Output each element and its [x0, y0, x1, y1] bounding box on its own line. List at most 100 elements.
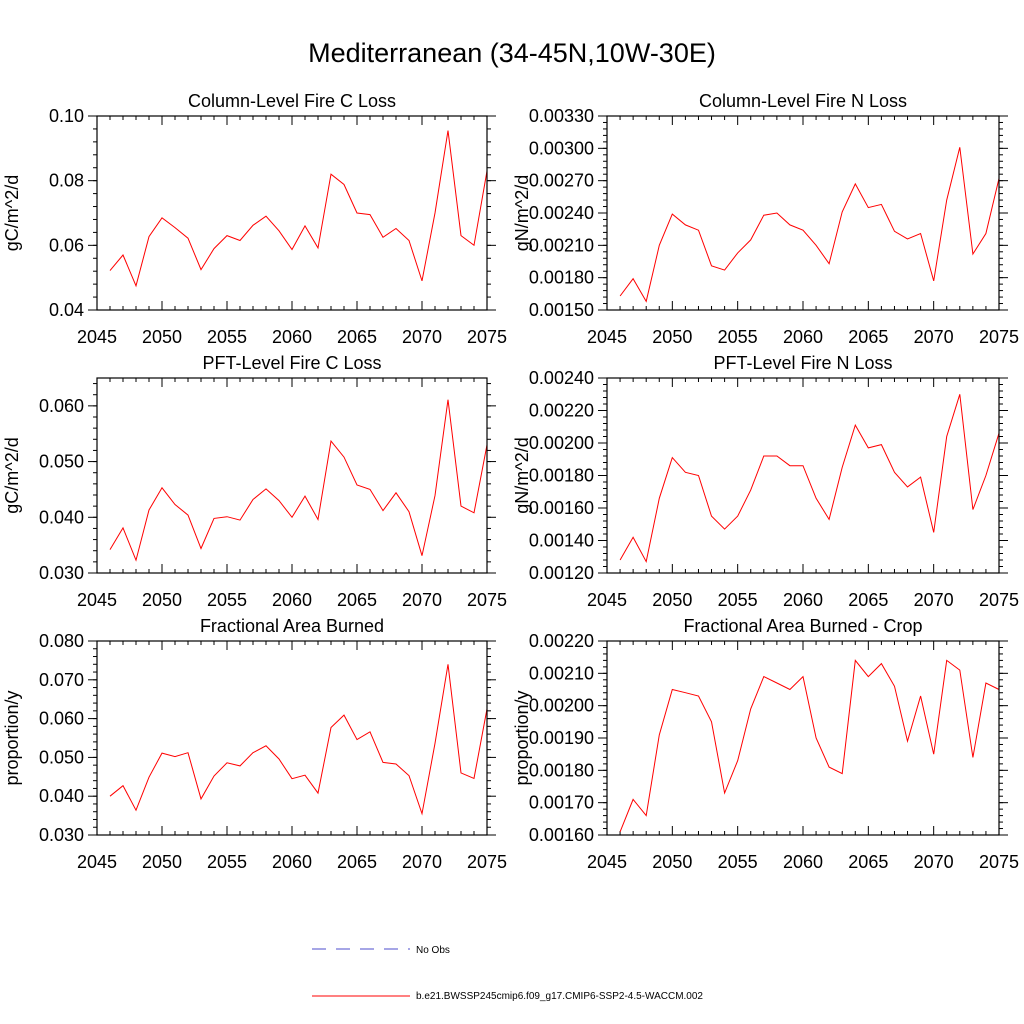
- x-tick-label: 2075: [979, 590, 1019, 610]
- plot-frame: [606, 377, 1000, 574]
- x-tick-label: 2075: [467, 327, 507, 347]
- y-tick-label: 0.00210: [529, 235, 594, 255]
- x-tick-label: 2050: [142, 852, 182, 872]
- x-tick-label: 2055: [718, 852, 758, 872]
- y-tick-label: 0.00200: [529, 433, 594, 453]
- x-tick-label: 2055: [718, 590, 758, 610]
- x-tick-label: 2060: [783, 590, 823, 610]
- series-line: [619, 394, 1000, 564]
- x-tick-label: 2065: [848, 852, 888, 872]
- x-tick-label: 2045: [587, 590, 627, 610]
- series-line: [619, 147, 1000, 303]
- panel-title: Fractional Area Burned: [200, 616, 384, 636]
- chart-panel-4: PFT-Level Fire N Loss gN/m^2/d 2045 2050 205…: [512, 353, 1019, 610]
- x-tick-label: 2060: [783, 327, 823, 347]
- y-axis-label: proportion/y: [512, 690, 532, 785]
- y-tick-label: 0.00330: [529, 106, 594, 126]
- plot-frame: [96, 377, 488, 574]
- y-tick-label: 0.00210: [529, 663, 594, 683]
- y-tick-label: 0.00140: [529, 531, 594, 551]
- x-tick-label: 2075: [467, 590, 507, 610]
- panel-title: Column-Level Fire C Loss: [188, 91, 396, 111]
- panel-title: PFT-Level Fire C Loss: [202, 353, 381, 373]
- panel-title: Column-Level Fire N Loss: [699, 91, 907, 111]
- y-tick-label: 0.00220: [529, 631, 594, 651]
- x-tick-label: 2060: [272, 852, 312, 872]
- series-line: [109, 130, 488, 288]
- y-tick-label: 0.00120: [529, 563, 594, 583]
- y-tick-label: 0.050: [39, 747, 84, 767]
- x-tick-label: 2055: [207, 590, 247, 610]
- y-tick-label: 0.00200: [529, 696, 594, 716]
- x-tick-label: 2065: [848, 590, 888, 610]
- y-tick-label: 0.050: [39, 452, 84, 472]
- x-tick-label: 2075: [979, 327, 1019, 347]
- y-tick-label: 0.00180: [529, 466, 594, 486]
- y-tick-label: 0.00150: [529, 300, 594, 320]
- x-tick-label: 2065: [848, 327, 888, 347]
- x-tick-label: 2050: [652, 590, 692, 610]
- x-tick-label: 2050: [142, 327, 182, 347]
- y-tick-label: 0.040: [39, 507, 84, 527]
- x-tick-label: 2050: [142, 590, 182, 610]
- x-tick-label: 2045: [77, 327, 117, 347]
- y-tick-label: 0.08: [49, 171, 84, 191]
- x-tick-label: 2060: [272, 590, 312, 610]
- y-tick-label: 0.030: [39, 825, 84, 845]
- chart-panel-5: Fractional Area Burned proportion/y 2045 20…: [2, 616, 507, 872]
- legend-model-label: b.e21.BWSSP245cmip6.f09_g17.CMIP6-SSP2-4…: [416, 991, 703, 1002]
- plot-frame: [96, 640, 488, 836]
- series-line: [109, 664, 488, 816]
- y-tick-label: 0.030: [39, 563, 84, 583]
- x-tick-label: 2070: [914, 852, 954, 872]
- x-tick-label: 2070: [402, 852, 442, 872]
- x-tick-label: 2065: [337, 590, 377, 610]
- y-axis-label: gC/m^2/d: [2, 437, 22, 513]
- y-tick-label: 0.06: [49, 235, 84, 255]
- x-tick-label: 2060: [272, 327, 312, 347]
- y-tick-label: 0.040: [39, 786, 84, 806]
- series-line: [619, 659, 1000, 832]
- x-tick-label: 2075: [467, 852, 507, 872]
- chart-panel-3: PFT-Level Fire C Loss gC/m^2/d 2045 2050 205…: [2, 353, 507, 610]
- y-axis-label: gC/m^2/d: [2, 175, 22, 251]
- x-tick-label: 2055: [207, 852, 247, 872]
- plot-frame: [96, 115, 488, 311]
- x-tick-label: 2070: [402, 590, 442, 610]
- x-tick-label: 2065: [337, 852, 377, 872]
- chart-panel-1: Column-Level Fire C Loss gC/m^2/d 2045 2050…: [2, 91, 507, 347]
- figure-title: Mediterranean (34-45N,10W-30E): [308, 38, 716, 68]
- y-tick-label: 0.04: [49, 300, 84, 320]
- y-tick-label: 0.060: [39, 396, 84, 416]
- y-axis-label: gN/m^2/d: [512, 437, 532, 513]
- x-tick-label: 2050: [652, 327, 692, 347]
- panel-title: PFT-Level Fire N Loss: [713, 353, 892, 373]
- x-tick-label: 2045: [77, 590, 117, 610]
- y-tick-label: 0.00240: [529, 203, 594, 223]
- x-tick-label: 2075: [979, 852, 1019, 872]
- chart-panel-2: Column-Level Fire N Loss gN/m^2/d 2045 2050…: [512, 91, 1019, 347]
- chart-panel-6: Fractional Area Burned - Crop proportion/…: [512, 616, 1019, 872]
- x-tick-label: 2055: [718, 327, 758, 347]
- plot-frame: [606, 115, 1000, 311]
- x-tick-label: 2050: [652, 852, 692, 872]
- legend-obs-label: No Obs: [416, 945, 450, 956]
- x-tick-label: 2045: [587, 852, 627, 872]
- y-tick-label: 0.10: [49, 106, 84, 126]
- y-tick-label: 0.00160: [529, 498, 594, 518]
- y-axis-label: proportion/y: [2, 690, 22, 785]
- x-tick-label: 2060: [783, 852, 823, 872]
- y-tick-label: 0.00180: [529, 268, 594, 288]
- x-tick-label: 2070: [914, 590, 954, 610]
- y-tick-label: 0.00170: [529, 793, 594, 813]
- y-tick-label: 0.00160: [529, 825, 594, 845]
- y-tick-label: 0.00180: [529, 760, 594, 780]
- x-tick-label: 2070: [914, 327, 954, 347]
- y-tick-label: 0.00240: [529, 368, 594, 388]
- series-line: [109, 399, 488, 562]
- x-tick-label: 2045: [77, 852, 117, 872]
- y-tick-label: 0.080: [39, 631, 84, 651]
- panel-title: Fractional Area Burned - Crop: [683, 616, 922, 636]
- plot-frame: [606, 640, 1000, 836]
